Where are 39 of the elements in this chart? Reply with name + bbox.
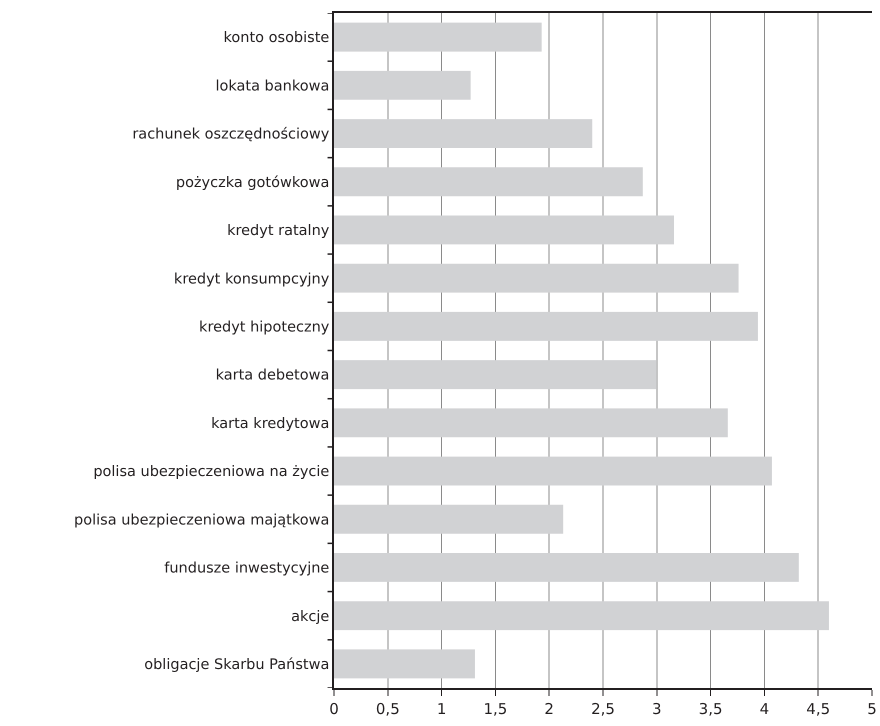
bar — [334, 264, 739, 293]
bar — [334, 601, 829, 630]
bar — [334, 312, 758, 341]
bar — [334, 216, 674, 244]
y-tick-label: konto osobiste — [224, 30, 330, 46]
x-tick-label: 3,5 — [698, 700, 723, 718]
y-tick-label: karta kredytowa — [211, 416, 330, 432]
x-tick-label: 2 — [544, 700, 554, 718]
x-tick-label: 0 — [329, 700, 339, 718]
y-tick-label: karta debetowa — [216, 368, 330, 384]
bar — [334, 649, 475, 678]
y-tick-label: kredyt ratalny — [227, 223, 330, 240]
bar — [334, 119, 592, 148]
x-tick-label: 1 — [436, 700, 446, 718]
bar — [334, 456, 772, 486]
bar — [334, 408, 728, 438]
x-tick-label: 2,5 — [591, 700, 615, 718]
y-tick-label: fundusze inwestycyjne — [164, 560, 330, 577]
y-tick-label: obligacje Skarbu Państwa — [144, 656, 330, 673]
y-tick-label: kredyt konsumpcyjny — [174, 271, 330, 288]
x-tick-label: 3 — [652, 700, 662, 718]
x-tick-label: 4,5 — [806, 700, 830, 718]
bar — [334, 167, 643, 196]
bar — [334, 553, 799, 582]
y-tick-label: polisa ubezpieczeniowa majątkowa — [74, 512, 330, 528]
bar — [334, 70, 471, 100]
bar — [334, 22, 542, 52]
x-tick-label: 0,5 — [376, 700, 400, 718]
x-tick-label: 4 — [760, 700, 770, 718]
x-tick-label: 1,5 — [483, 700, 508, 718]
y-tick-label: rachunek oszczędnościowy — [132, 126, 330, 143]
y-tick-label: lokata bankowa — [215, 78, 330, 94]
y-tick-label: pożyczka gotówkowa — [176, 174, 330, 191]
y-tick-label: kredyt hipoteczny — [199, 319, 330, 336]
y-tick-label: polisa ubezpieczeniowa na życie — [93, 464, 330, 480]
bar — [334, 504, 564, 534]
y-tick-label: akcje — [291, 608, 330, 625]
bar — [334, 360, 657, 390]
x-tick-label: 5 — [867, 700, 877, 718]
